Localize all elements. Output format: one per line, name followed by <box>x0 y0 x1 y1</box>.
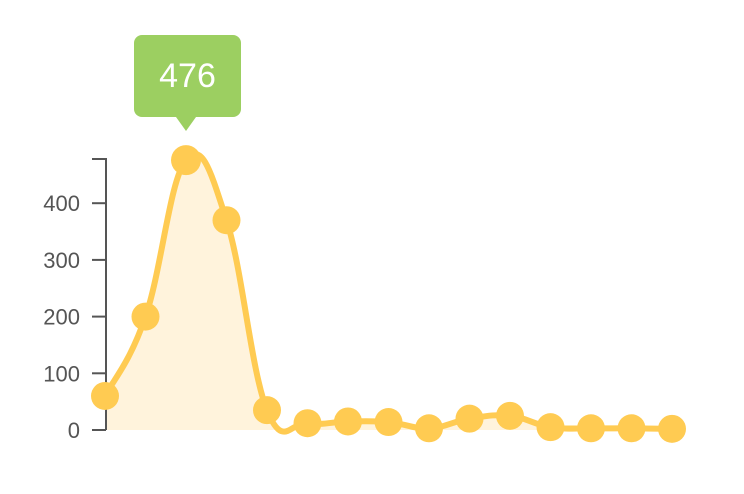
data-point[interactable] <box>212 206 241 235</box>
y-tick-label: 300 <box>43 248 80 273</box>
area-fill <box>105 154 672 432</box>
data-point[interactable] <box>577 414 605 443</box>
y-tick-label: 400 <box>43 191 80 216</box>
value-tooltip: 476 <box>134 35 241 117</box>
data-point[interactable] <box>536 413 565 442</box>
y-tick-label: 100 <box>43 361 80 386</box>
data-point[interactable] <box>334 407 362 436</box>
data-point[interactable] <box>293 409 322 438</box>
data-point[interactable] <box>253 396 281 425</box>
data-point[interactable] <box>415 414 443 443</box>
data-point[interactable] <box>131 302 160 331</box>
data-point-highlighted[interactable] <box>171 145 201 176</box>
data-point[interactable] <box>617 414 646 443</box>
y-tick-label: 0 <box>68 418 80 443</box>
tooltip-value: 476 <box>159 56 216 95</box>
data-point[interactable] <box>91 381 119 410</box>
data-point[interactable] <box>374 408 403 437</box>
data-points[interactable] <box>91 145 686 443</box>
data-point[interactable] <box>658 414 686 443</box>
y-axis: 0 100 200 300 400 <box>43 158 107 443</box>
y-tick-label: 200 <box>43 305 80 330</box>
data-point[interactable] <box>496 401 524 430</box>
data-point[interactable] <box>455 404 484 433</box>
tooltip-pointer <box>176 117 196 131</box>
